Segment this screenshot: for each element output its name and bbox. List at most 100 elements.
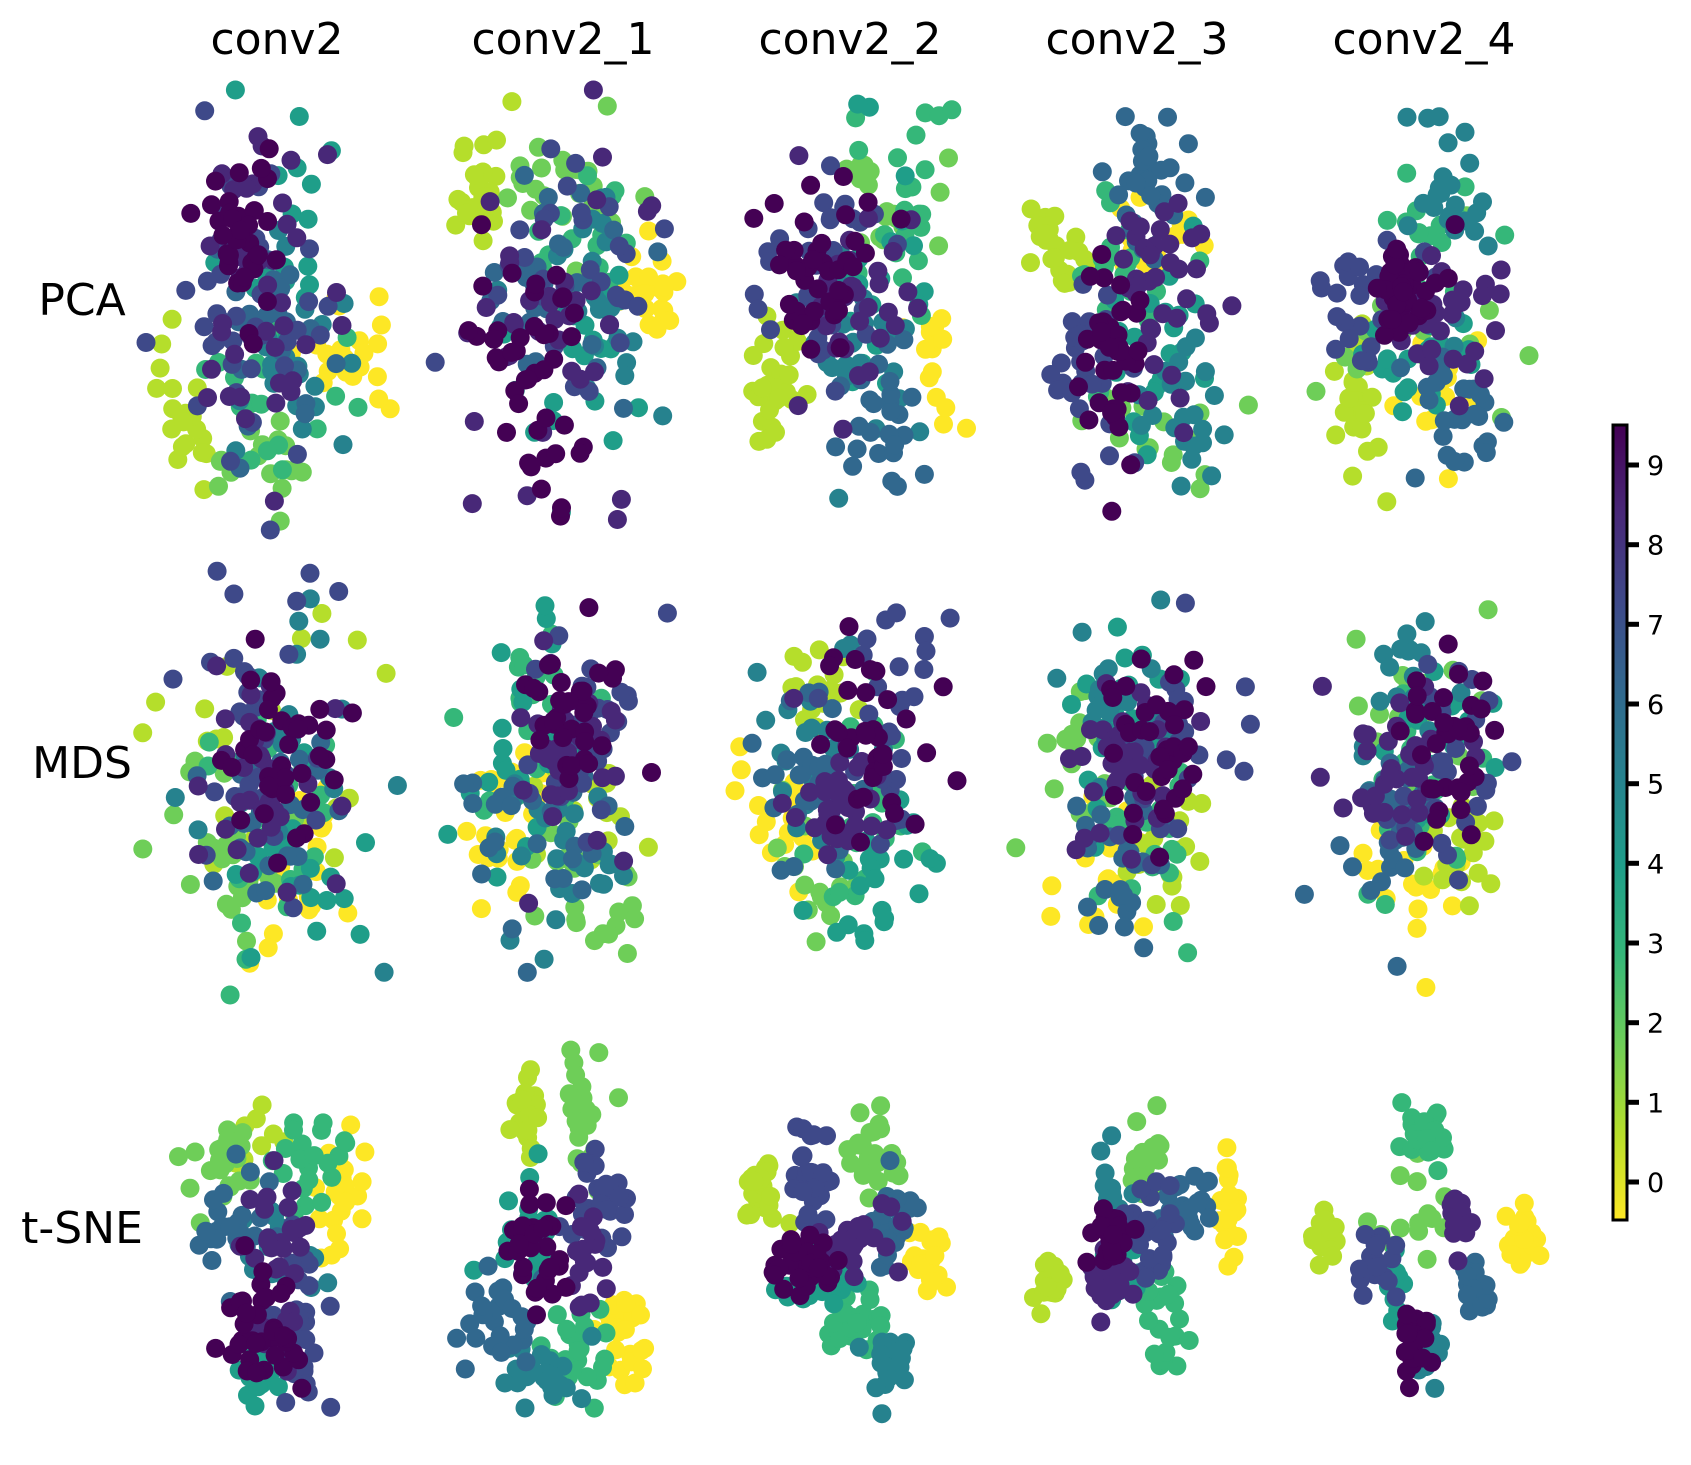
scatter-point — [1165, 715, 1184, 735]
scatter-point — [338, 903, 358, 923]
scatter-point — [501, 796, 521, 816]
scatter-point — [1391, 358, 1411, 378]
scatter-point — [1468, 863, 1488, 883]
scatter-point — [582, 1326, 602, 1346]
scatter-point — [1109, 185, 1129, 205]
scatter-point — [284, 1120, 303, 1140]
scatter-point — [369, 389, 389, 409]
scatter-point — [557, 176, 577, 196]
scatter-point — [246, 1334, 266, 1353]
scatter-point — [1350, 1259, 1369, 1279]
scatter-point — [274, 1326, 294, 1346]
scatter-point — [466, 1328, 486, 1348]
scatter-point — [1479, 300, 1499, 320]
scatter-point — [1352, 419, 1372, 439]
scatter-point — [603, 431, 623, 451]
scatter-point — [585, 1139, 605, 1159]
scatter-point — [829, 488, 849, 508]
scatter-point — [604, 220, 624, 240]
scatter-point — [541, 139, 561, 159]
scatter-point — [639, 221, 659, 241]
scatter-point — [864, 1228, 884, 1248]
scatter-point — [1501, 1245, 1521, 1264]
scatter-point — [1214, 425, 1234, 445]
scatter-point — [296, 1216, 316, 1235]
scatter-point — [893, 1339, 913, 1359]
scatter-point — [491, 1342, 511, 1362]
scatter-point — [1433, 426, 1453, 446]
scatter-point — [387, 776, 407, 795]
scatter-point — [287, 228, 307, 248]
scatter-point — [1437, 445, 1457, 465]
scatter-point — [275, 1139, 295, 1158]
scatter-point — [1047, 668, 1067, 688]
scatter-point — [326, 874, 346, 894]
scatter-point — [871, 1119, 891, 1139]
scatter-point — [1449, 664, 1468, 684]
scatter-point — [227, 840, 247, 860]
scatter-point — [638, 837, 658, 857]
scatter-point — [243, 745, 263, 765]
scatter-point — [581, 281, 601, 301]
scatter-point — [609, 902, 629, 922]
scatter-point — [320, 1296, 340, 1316]
scatter-point — [457, 203, 476, 223]
scatter-point — [258, 938, 278, 958]
scatter-point — [856, 725, 876, 745]
scatter-point — [306, 810, 326, 830]
scatter-point — [779, 294, 799, 314]
scatter-point — [1412, 298, 1432, 318]
scatter-point — [241, 685, 261, 705]
scatter-point — [1461, 825, 1481, 845]
scatter-point — [133, 723, 153, 743]
scatter-point — [1131, 683, 1151, 703]
scatter-point — [1035, 224, 1055, 244]
panel-mds-conv2-3 — [1006, 590, 1260, 963]
scatter-point — [1071, 462, 1091, 482]
scatter-point — [530, 730, 550, 750]
scatter-point — [574, 703, 594, 723]
scatter-point — [559, 692, 579, 712]
scatter-point — [270, 411, 290, 431]
scatter-point — [814, 193, 834, 213]
scatter-point — [276, 785, 295, 804]
scatter-point — [1357, 741, 1377, 761]
scatter-point — [847, 1313, 867, 1333]
scatter-point — [279, 644, 299, 664]
scatter-point — [1333, 798, 1353, 818]
scatter-point — [1197, 304, 1217, 324]
scatter-point — [493, 739, 513, 758]
scatter-point — [273, 1238, 293, 1258]
scatter-point — [1184, 650, 1204, 670]
scatter-point — [885, 316, 905, 335]
scatter-point — [858, 208, 878, 228]
scatter-point — [1438, 133, 1458, 153]
scatter-point — [1366, 1236, 1386, 1256]
scatter-point — [1438, 469, 1458, 489]
scatter-point — [163, 379, 182, 398]
scatter-point — [821, 208, 841, 228]
scatter-point — [256, 881, 276, 901]
scatter-point — [834, 779, 854, 799]
scatter-point — [1380, 657, 1400, 677]
scatter-point — [1350, 286, 1370, 305]
scatter-point — [194, 480, 214, 500]
scatter-point — [765, 1265, 785, 1285]
scatter-point — [1202, 466, 1222, 486]
scatter-point — [326, 386, 346, 406]
scatter-point — [1217, 1158, 1237, 1178]
scatter-point — [642, 763, 661, 782]
colorbar-tick-label: 9 — [1647, 451, 1664, 482]
scatter-point — [1102, 1241, 1122, 1261]
scatter-point — [369, 287, 389, 307]
scatter-point — [906, 125, 926, 145]
scatter-point — [614, 851, 634, 871]
scatter-point — [1353, 1285, 1373, 1305]
scatter-point — [845, 816, 865, 836]
scatter-point — [793, 314, 813, 334]
scatter-point — [877, 820, 897, 840]
scatter-point — [164, 805, 184, 825]
scatter-point — [265, 337, 285, 357]
scatter-point — [282, 1181, 302, 1201]
scatter-point — [1370, 691, 1390, 711]
